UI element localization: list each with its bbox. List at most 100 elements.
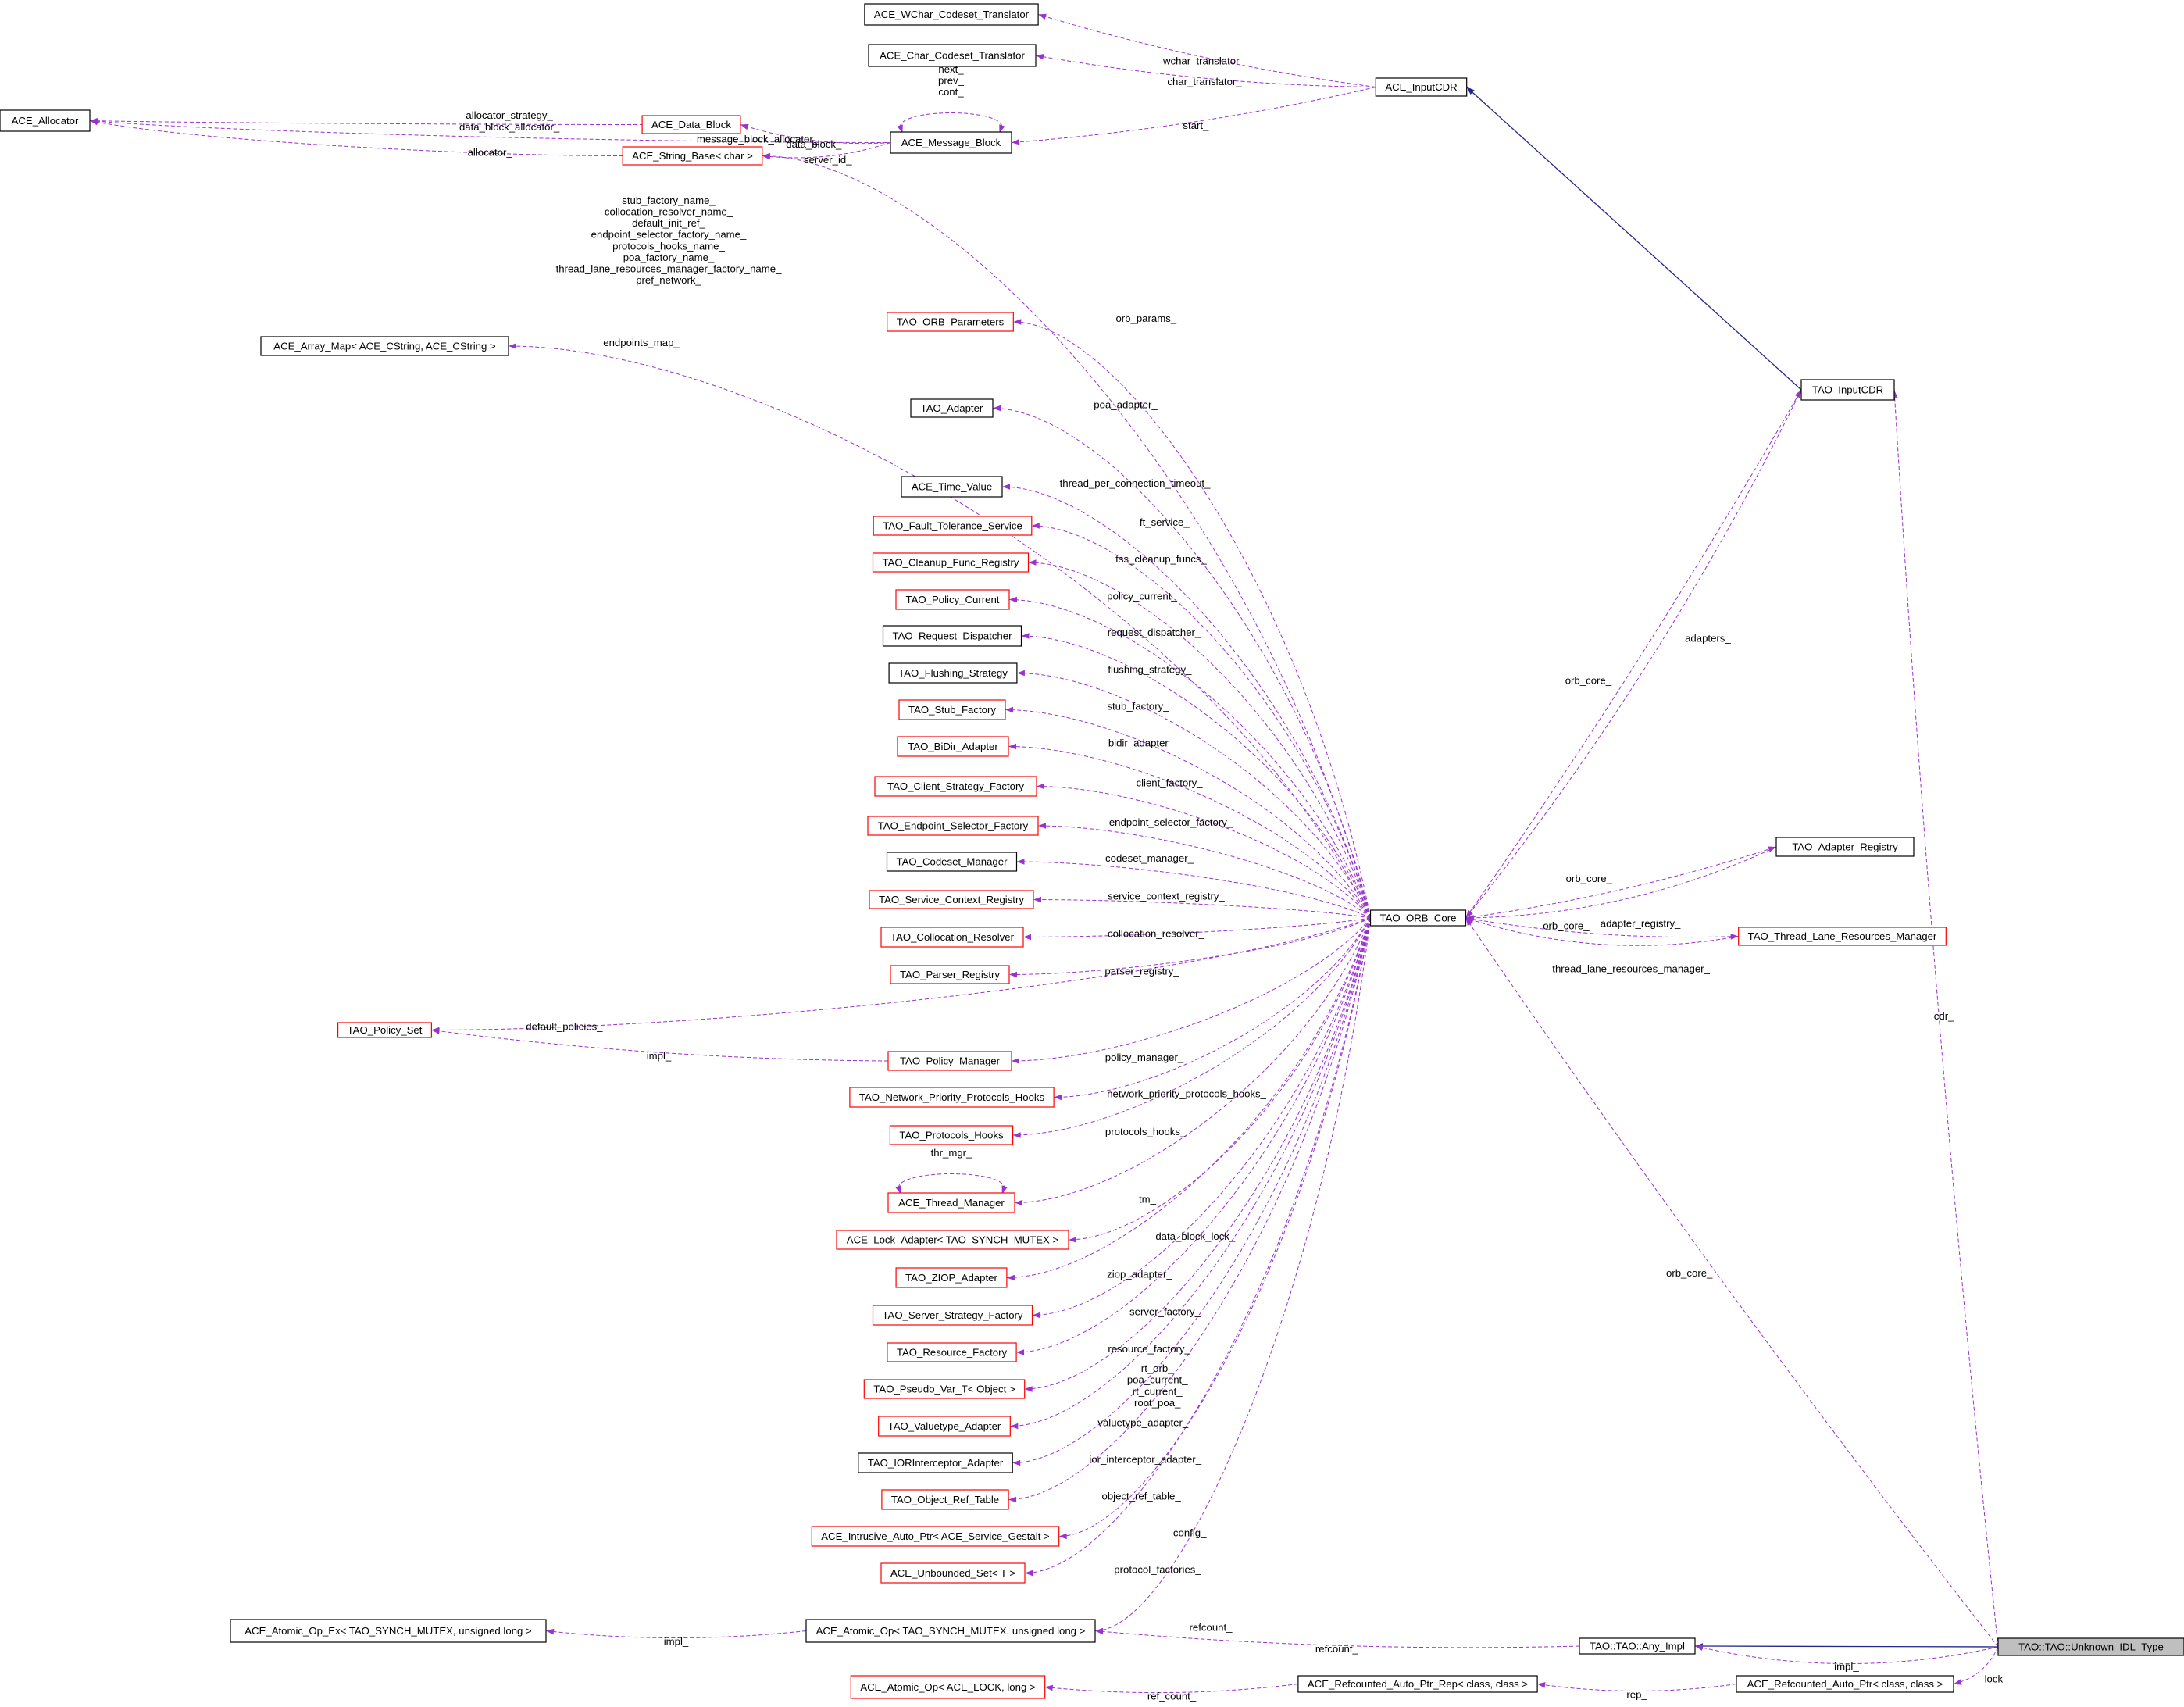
- svg-text:TAO_Resource_Factory: TAO_Resource_Factory: [897, 1347, 1008, 1359]
- svg-text:lock_: lock_: [1985, 1673, 2009, 1685]
- svg-text:ACE_Array_Map< ACE_CString, AC: ACE_Array_Map< ACE_CString, ACE_CString …: [273, 341, 496, 352]
- svg-text:TAO_Collocation_Resolver: TAO_Collocation_Resolver: [890, 931, 1015, 943]
- svg-text:TAO_Stub_Factory: TAO_Stub_Factory: [908, 704, 996, 716]
- svg-text:root_poa_: root_poa_: [1134, 1397, 1181, 1409]
- svg-text:impl_: impl_: [647, 1050, 672, 1062]
- svg-text:TAO_Adapter_Registry: TAO_Adapter_Registry: [1792, 841, 1898, 853]
- svg-text:ACE_Time_Value: ACE_Time_Value: [912, 481, 992, 493]
- svg-text:endpoints_map_: endpoints_map_: [603, 337, 680, 348]
- svg-text:TAO_Policy_Manager: TAO_Policy_Manager: [900, 1055, 1001, 1067]
- svg-text:TAO_IORInterceptor_Adapter: TAO_IORInterceptor_Adapter: [868, 1457, 1004, 1469]
- svg-text:tss_cleanup_funcs_: tss_cleanup_funcs_: [1115, 553, 1207, 565]
- svg-text:protocol_factories_: protocol_factories_: [1114, 1564, 1201, 1576]
- svg-text:wchar_translator_: wchar_translator_: [1162, 55, 1245, 67]
- svg-text:char_translator_: char_translator_: [1167, 76, 1242, 87]
- svg-text:TAO_Request_Dispatcher: TAO_Request_Dispatcher: [893, 630, 1013, 642]
- svg-text:ACE_Atomic_Op< TAO_SYNCH_MUTEX: ACE_Atomic_Op< TAO_SYNCH_MUTEX, unsigned…: [816, 1625, 1086, 1637]
- svg-text:endpoint_selector_factory_: endpoint_selector_factory_: [1109, 816, 1233, 828]
- svg-text:policy_current_: policy_current_: [1107, 591, 1177, 602]
- svg-text:TAO_BiDir_Adapter: TAO_BiDir_Adapter: [908, 741, 998, 752]
- svg-text:thread_lane_resources_manager_: thread_lane_resources_manager_: [1552, 963, 1710, 975]
- svg-text:TAO_InputCDR: TAO_InputCDR: [1812, 384, 1883, 396]
- svg-text:codeset_manager_: codeset_manager_: [1105, 852, 1194, 864]
- svg-text:cont_: cont_: [938, 86, 964, 98]
- svg-text:TAO_Policy_Set: TAO_Policy_Set: [348, 1024, 423, 1036]
- svg-text:TAO_Flushing_Strategy: TAO_Flushing_Strategy: [898, 667, 1008, 679]
- svg-text:ziop_adapter_: ziop_adapter_: [1107, 1269, 1172, 1280]
- svg-text:ACE_Unbounded_Set< T >: ACE_Unbounded_Set< T >: [890, 1567, 1015, 1579]
- svg-text:config_: config_: [1173, 1527, 1207, 1539]
- svg-text:TAO_Valuetype_Adapter: TAO_Valuetype_Adapter: [888, 1420, 1001, 1432]
- svg-text:TAO_Pseudo_Var_T< Object >: TAO_Pseudo_Var_T< Object >: [873, 1384, 1015, 1395]
- svg-text:start_: start_: [1183, 120, 1209, 131]
- svg-text:request_dispatcher_: request_dispatcher_: [1108, 627, 1201, 638]
- svg-text:protocols_hooks_: protocols_hooks_: [1105, 1126, 1187, 1137]
- svg-text:TAO_Server_Strategy_Factory: TAO_Server_Strategy_Factory: [882, 1309, 1022, 1321]
- svg-text:TAO_Client_Strategy_Factory: TAO_Client_Strategy_Factory: [887, 780, 1024, 792]
- svg-text:ACE_Refcounted_Auto_Ptr< class: ACE_Refcounted_Auto_Ptr< class, class >: [1747, 1678, 1943, 1690]
- svg-text:service_context_registry_: service_context_registry_: [1108, 891, 1225, 902]
- svg-text:impl_: impl_: [664, 1636, 689, 1648]
- svg-text:orb_core_: orb_core_: [1543, 920, 1590, 932]
- svg-text:ft_service_: ft_service_: [1140, 516, 1190, 528]
- svg-text:ref_count_: ref_count_: [1147, 1691, 1197, 1702]
- svg-text:collocation_resolver_: collocation_resolver_: [1108, 928, 1205, 940]
- svg-text:data_block_allocator_: data_block_allocator_: [459, 121, 560, 133]
- svg-text:ACE_Message_Block: ACE_Message_Block: [901, 137, 1001, 148]
- svg-text:data_block_: data_block_: [786, 138, 842, 150]
- svg-text:server_factory_: server_factory_: [1129, 1306, 1201, 1318]
- svg-text:stub_factory_: stub_factory_: [1107, 701, 1169, 712]
- svg-text:network_priority_protocols_hoo: network_priority_protocols_hooks_: [1107, 1088, 1266, 1100]
- svg-text:ACE_Lock_Adapter< TAO_SYNCH_MU: ACE_Lock_Adapter< TAO_SYNCH_MUTEX >: [847, 1234, 1059, 1246]
- svg-text:orb_core_: orb_core_: [1565, 675, 1612, 687]
- svg-text:orb_core_: orb_core_: [1666, 1267, 1713, 1279]
- svg-text:ACE_WChar_Codeset_Translator: ACE_WChar_Codeset_Translator: [874, 9, 1030, 20]
- svg-text:poa_adapter_: poa_adapter_: [1094, 399, 1158, 411]
- svg-text:ACE_InputCDR: ACE_InputCDR: [1385, 81, 1457, 93]
- svg-text:TAO_ORB_Core: TAO_ORB_Core: [1380, 912, 1457, 924]
- svg-text:ACE_Data_Block: ACE_Data_Block: [651, 119, 731, 130]
- svg-text:default_policies_: default_policies_: [526, 1021, 603, 1033]
- svg-text:TAO_Service_Context_Registry: TAO_Service_Context_Registry: [879, 894, 1024, 905]
- svg-text:rt_current_: rt_current_: [1133, 1385, 1183, 1397]
- svg-text:poa_current_: poa_current_: [1127, 1374, 1188, 1386]
- svg-text:parser_registry_: parser_registry_: [1104, 966, 1179, 977]
- svg-text:cdr_: cdr_: [1934, 1010, 1954, 1022]
- svg-text:TAO_Policy_Current: TAO_Policy_Current: [906, 594, 1000, 605]
- svg-text:TAO_ORB_Parameters: TAO_ORB_Parameters: [897, 316, 1005, 328]
- svg-text:collocation_resolver_name_: collocation_resolver_name_: [605, 206, 733, 218]
- svg-text:impl_: impl_: [1834, 1661, 1859, 1673]
- svg-text:tm_: tm_: [1139, 1194, 1157, 1205]
- svg-text:TAO::TAO::Unknown_IDL_Type: TAO::TAO::Unknown_IDL_Type: [2018, 1641, 2164, 1653]
- svg-text:ACE_Allocator: ACE_Allocator: [12, 115, 79, 127]
- svg-text:thread_per_connection_timeout_: thread_per_connection_timeout_: [1060, 477, 1211, 489]
- svg-text:TAO_Adapter: TAO_Adapter: [921, 402, 983, 414]
- svg-text:TAO_Object_Ref_Table: TAO_Object_Ref_Table: [891, 1494, 999, 1505]
- svg-text:ior_interceptor_adapter_: ior_interceptor_adapter_: [1089, 1454, 1201, 1466]
- svg-text:ACE_Char_Codeset_Translator: ACE_Char_Codeset_Translator: [880, 50, 1025, 62]
- svg-text:TAO_Endpoint_Selector_Factory: TAO_Endpoint_Selector_Factory: [878, 820, 1029, 832]
- svg-text:refcount_: refcount_: [1315, 1643, 1359, 1655]
- svg-text:orb_params_: orb_params_: [1115, 312, 1176, 324]
- svg-text:server_id_: server_id_: [804, 154, 852, 166]
- svg-text:TAO_Network_Priority_Protocols: TAO_Network_Priority_Protocols_Hooks: [859, 1091, 1045, 1103]
- svg-text:ACE_Atomic_Op_Ex< TAO_SYNCH_MU: ACE_Atomic_Op_Ex< TAO_SYNCH_MUTEX, unsig…: [244, 1625, 532, 1637]
- svg-text:TAO::TAO::Any_Impl: TAO::TAO::Any_Impl: [1590, 1641, 1685, 1652]
- svg-text:TAO_Codeset_Manager: TAO_Codeset_Manager: [897, 856, 1008, 868]
- svg-text:endpoint_selector_factory_name: endpoint_selector_factory_name_: [591, 229, 747, 241]
- svg-text:ACE_Thread_Manager: ACE_Thread_Manager: [898, 1197, 1005, 1209]
- svg-text:TAO_Fault_Tolerance_Service: TAO_Fault_Tolerance_Service: [883, 520, 1022, 532]
- svg-text:bidir_adapter_: bidir_adapter_: [1108, 737, 1175, 749]
- svg-text:ACE_Atomic_Op< ACE_LOCK, long: ACE_Atomic_Op< ACE_LOCK, long >: [860, 1681, 1036, 1693]
- svg-text:object_ref_table_: object_ref_table_: [1102, 1491, 1182, 1502]
- svg-text:poa_factory_name_: poa_factory_name_: [623, 252, 715, 263]
- svg-text:client_factory_: client_factory_: [1136, 777, 1203, 789]
- svg-text:adapters_: adapters_: [1685, 633, 1731, 645]
- svg-text:default_init_ref_: default_init_ref_: [632, 217, 706, 229]
- svg-text:stub_factory_name_: stub_factory_name_: [622, 195, 716, 206]
- svg-text:rt_orb_: rt_orb_: [1141, 1362, 1174, 1374]
- svg-text:ACE_Refcounted_Auto_Ptr_Rep< c: ACE_Refcounted_Auto_Ptr_Rep< class, clas…: [1308, 1678, 1529, 1690]
- svg-text:orb_core_: orb_core_: [1566, 873, 1613, 884]
- svg-text:prev_: prev_: [938, 74, 965, 86]
- svg-text:rep_: rep_: [1626, 1689, 1647, 1701]
